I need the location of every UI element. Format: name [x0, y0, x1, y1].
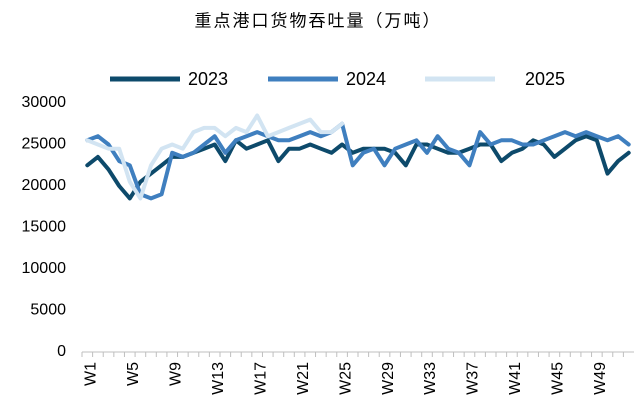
x-tick-label: W17 — [252, 362, 269, 395]
x-tick-label: W25 — [337, 362, 354, 395]
x-tick-label: W5 — [125, 362, 142, 386]
y-tick-label: 5000 — [30, 302, 66, 319]
y-tick-label: 30000 — [22, 94, 67, 111]
y-tick-label: 10000 — [22, 260, 67, 277]
y-tick-label: 25000 — [22, 136, 67, 153]
x-tick-label: W13 — [210, 362, 227, 395]
x-tick-label: W49 — [592, 362, 609, 395]
x-tick-label: W37 — [465, 362, 482, 395]
y-tick-label: 0 — [57, 343, 66, 360]
series-line — [85, 113, 345, 201]
x-tick-label: W41 — [507, 362, 524, 395]
x-tick-label: W29 — [380, 362, 397, 395]
y-tick-label: 20000 — [22, 177, 67, 194]
legend-label: 2024 — [346, 69, 386, 89]
legend-label: 2023 — [188, 69, 228, 89]
y-tick-label: 15000 — [22, 219, 67, 236]
x-tick-label: W9 — [167, 362, 184, 386]
x-tick-label: W33 — [422, 362, 439, 395]
x-tick-label: W45 — [550, 362, 567, 395]
x-tick-label: W1 — [83, 362, 100, 386]
series-line — [85, 121, 631, 201]
legend-label: 2025 — [525, 69, 565, 89]
chart-title: 重点港口货物吞吐量（万吨） — [195, 11, 442, 30]
x-tick-label: W21 — [295, 362, 312, 395]
